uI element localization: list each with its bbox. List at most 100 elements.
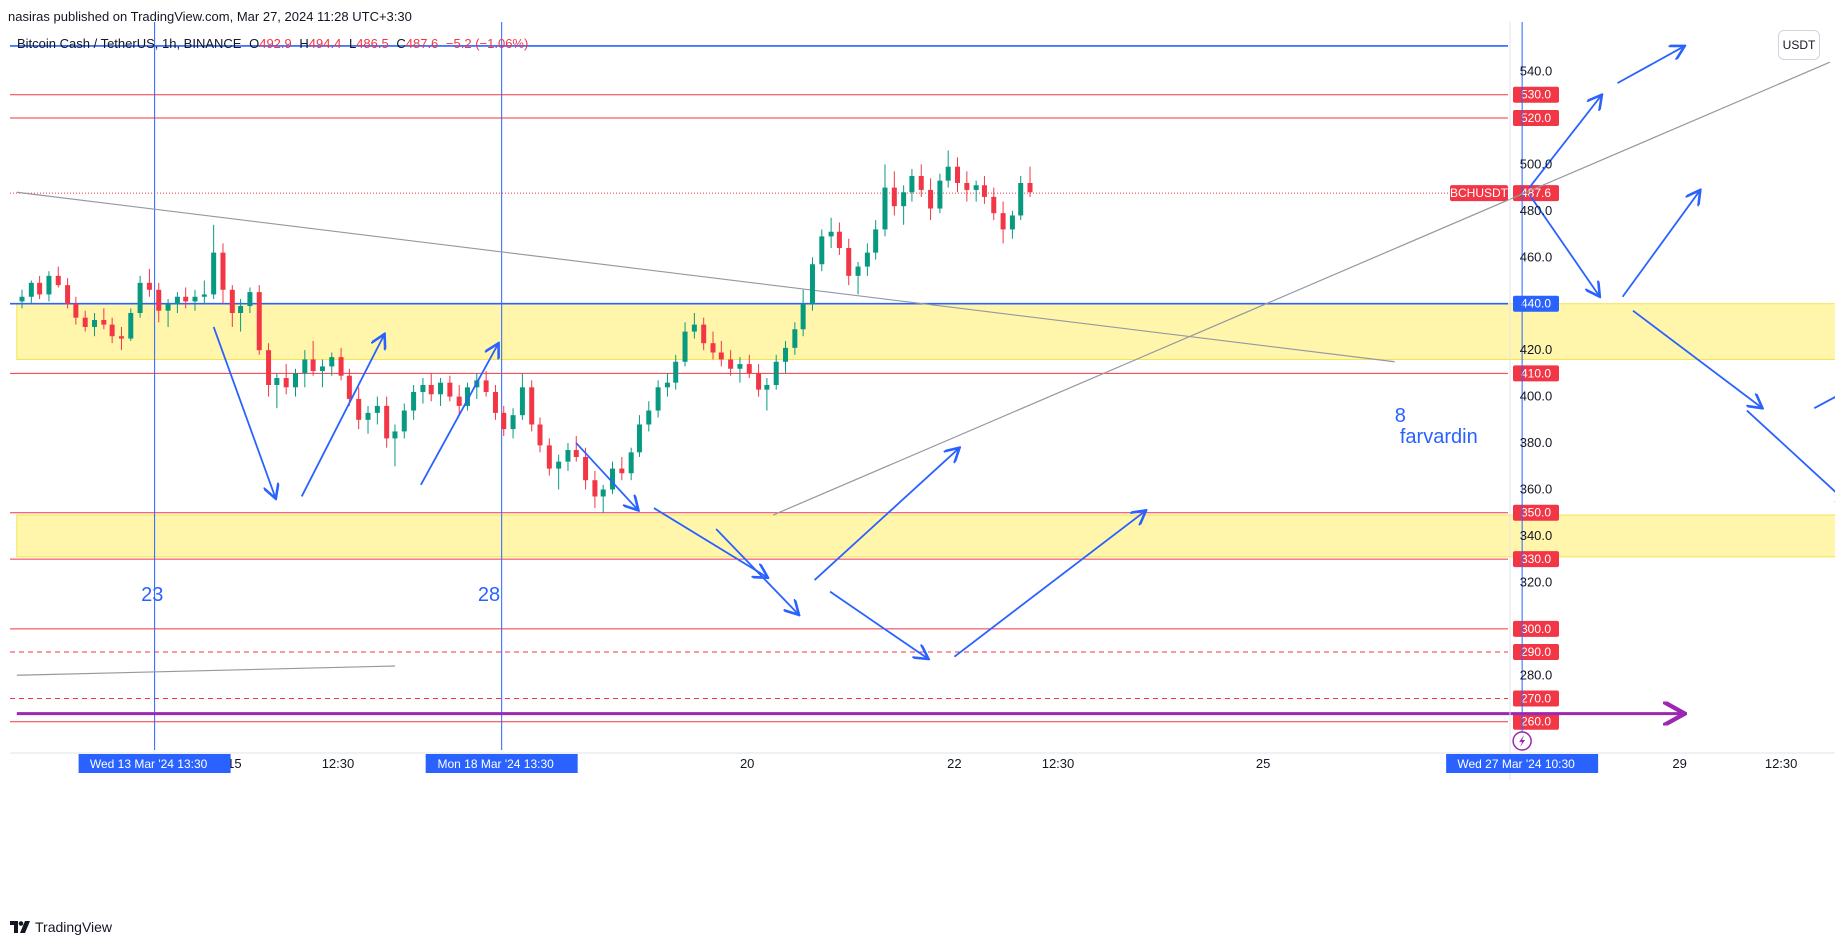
candle <box>65 278 71 309</box>
candle-body <box>146 282 152 290</box>
candle <box>266 343 272 397</box>
candle-body <box>964 182 970 190</box>
candle <box>92 313 98 337</box>
candle-body <box>302 359 308 374</box>
candle <box>746 354 752 379</box>
candle-body <box>855 266 861 276</box>
trendlines <box>16 61 1831 676</box>
lightning-icon <box>1519 735 1526 747</box>
candle-body <box>338 357 344 376</box>
currency-button[interactable]: USDT <box>1778 30 1820 60</box>
projection-arrow <box>420 343 499 486</box>
candle <box>955 157 961 193</box>
level-price-badge <box>1513 644 1559 661</box>
projection-arrow <box>1621 190 1701 298</box>
candle <box>256 285 262 355</box>
candle-body <box>19 296 25 302</box>
trendline <box>772 61 1831 516</box>
price-axis-tick: 360.0 <box>1520 481 1553 496</box>
candle-body <box>55 275 61 286</box>
candle <box>302 350 308 388</box>
candle-body <box>809 264 815 304</box>
candle <box>1018 175 1024 221</box>
candle <box>819 229 825 272</box>
candle-body <box>1018 182 1024 216</box>
chart-annotation: 28 <box>478 584 500 606</box>
candle <box>1000 201 1006 244</box>
candle <box>28 280 34 304</box>
candle <box>809 257 815 311</box>
projection-arrow <box>829 590 928 659</box>
level-price-badge <box>1513 620 1559 637</box>
candle <box>909 169 915 202</box>
price-axis-tick: 420.0 <box>1520 342 1553 357</box>
projection-arrow <box>1528 95 1602 189</box>
candle <box>338 347 344 381</box>
candle-body <box>718 352 724 360</box>
candle <box>165 299 171 327</box>
candlestick-series <box>19 150 1033 513</box>
candle <box>592 470 598 509</box>
chart-annotation: 23 <box>141 584 163 606</box>
time-axis-tick: 22 <box>947 756 961 771</box>
level-price-label: 530.0 <box>1521 88 1551 102</box>
candle <box>855 261 861 295</box>
candle <box>981 175 987 204</box>
price-axis-tick: 340.0 <box>1520 528 1553 543</box>
candle-body <box>92 319 98 327</box>
candle <box>183 287 189 309</box>
candle-body <box>1009 215 1015 230</box>
candle-body <box>646 410 652 425</box>
horizontal-levels: 530.0 520.0 440.0 410.0 350.0 330.0 300.0 290.0… <box>10 45 1559 730</box>
level-price-badge <box>1513 690 1559 707</box>
price-axis-tick: 280.0 <box>1520 667 1553 682</box>
projection-arrow <box>1617 46 1684 84</box>
tradingview-logo-icon <box>10 921 30 933</box>
candle <box>19 289 25 309</box>
candle <box>492 384 498 420</box>
candle <box>600 484 606 513</box>
candle-body <box>636 424 642 453</box>
projection-arrow <box>212 326 276 499</box>
candle <box>710 331 716 360</box>
candle <box>1027 166 1033 197</box>
candle-body <box>610 468 616 490</box>
level-price-label: 290.0 <box>1521 645 1551 659</box>
candle <box>973 180 979 202</box>
last-price-symbol-badge <box>1450 185 1508 202</box>
candle-body <box>329 357 335 367</box>
time-axis-tick: 12:30 <box>1765 756 1798 771</box>
candle-body <box>310 359 316 372</box>
level-price-badge <box>1513 504 1559 521</box>
candle-body <box>401 410 407 432</box>
candle <box>682 322 688 367</box>
candle <box>964 171 970 202</box>
candle-body <box>82 317 88 327</box>
projection-arrow <box>813 448 960 581</box>
candle <box>156 282 162 323</box>
candle <box>636 415 642 457</box>
candle <box>610 461 616 495</box>
candle <box>646 401 652 432</box>
symbol-legend: Bitcoin Cash / TetherUS, 1h, BINANCE O49… <box>17 36 528 51</box>
candle-body <box>346 375 352 399</box>
legend-open: 492.9 <box>259 36 292 51</box>
candle <box>583 447 589 490</box>
candle-body <box>800 303 806 330</box>
candle-body <box>464 387 470 406</box>
candle-body <box>909 175 915 193</box>
candle <box>420 378 426 404</box>
candle <box>673 354 679 390</box>
candle <box>1009 210 1015 239</box>
candle <box>329 352 335 376</box>
candle-body <box>256 292 262 351</box>
candle <box>655 380 661 418</box>
candle-body <box>691 324 697 332</box>
candle <box>46 271 52 302</box>
candle <box>918 164 924 197</box>
trendline <box>16 665 395 676</box>
candle-body <box>937 180 943 209</box>
candle-body <box>101 319 107 325</box>
